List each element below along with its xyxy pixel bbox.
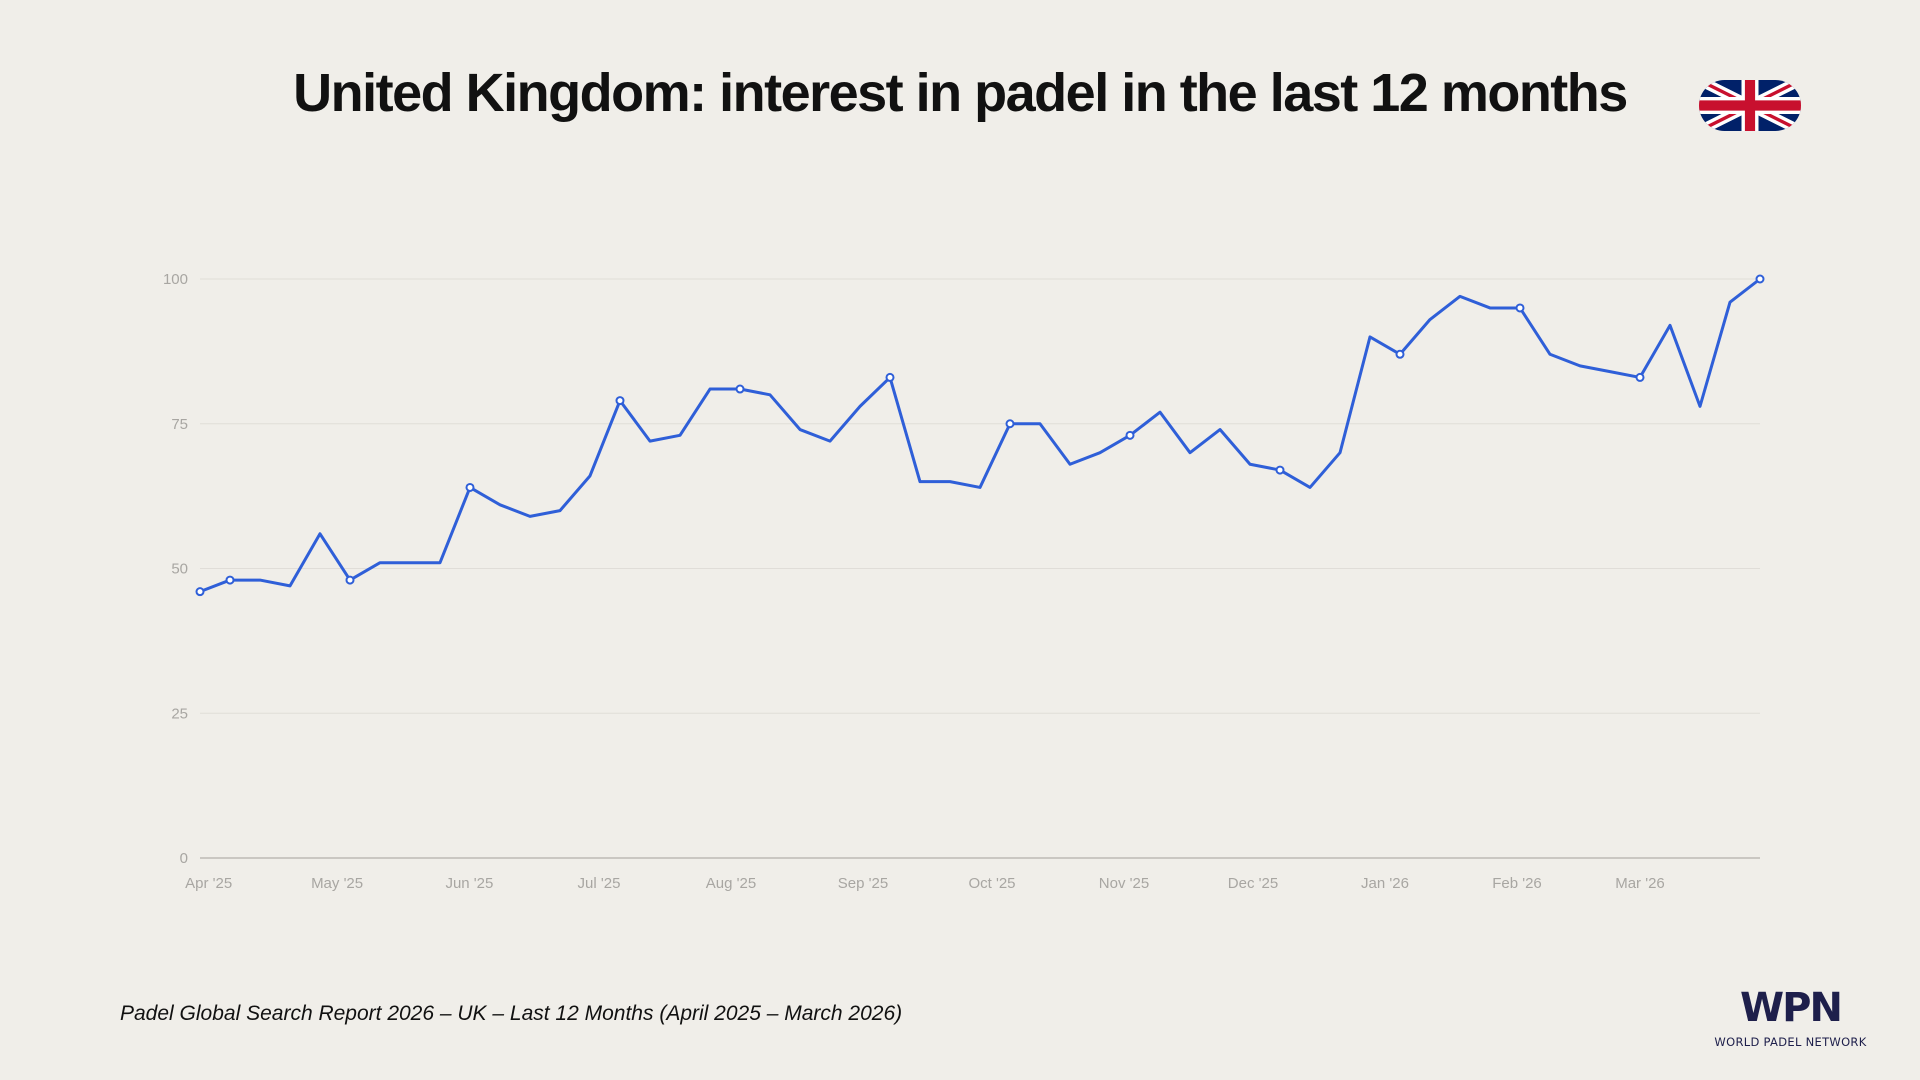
x-tick-label: Aug '25 bbox=[706, 875, 756, 892]
data-point bbox=[1635, 372, 1645, 382]
logo-text: WORLD PADEL NETWORK bbox=[1714, 1035, 1867, 1049]
wpn-logo: WPN WORLD PADEL NETWORK bbox=[1688, 986, 1893, 1050]
data-point bbox=[735, 384, 745, 394]
data-point bbox=[1125, 430, 1135, 440]
y-tick-label: 25 bbox=[171, 705, 188, 722]
data-point bbox=[1395, 349, 1405, 359]
page-title: United Kingdom: interest in padel in the… bbox=[293, 63, 1628, 123]
data-point bbox=[885, 372, 895, 382]
x-tick-label: Nov '25 bbox=[1099, 875, 1149, 892]
x-tick-label: Sep '25 bbox=[838, 875, 888, 892]
data-point bbox=[345, 575, 355, 585]
data-point bbox=[465, 482, 475, 492]
x-tick-label: Jul '25 bbox=[578, 875, 621, 892]
source-caption: Padel Global Search Report 2026 – UK – L… bbox=[120, 1002, 903, 1025]
x-tick-label: Jun '25 bbox=[445, 875, 493, 892]
data-point bbox=[225, 575, 235, 585]
series-line bbox=[199, 277, 1761, 594]
x-tick-label: Feb '26 bbox=[1492, 875, 1542, 892]
x-tick-label: Oct '25 bbox=[968, 875, 1015, 892]
data-point bbox=[1275, 465, 1285, 475]
data-point bbox=[195, 587, 205, 597]
x-tick-label: Apr '25 bbox=[185, 875, 232, 892]
y-tick-label: 0 bbox=[180, 850, 188, 867]
x-tick-label: Jan '26 bbox=[1361, 875, 1409, 892]
y-tick-label: 100 bbox=[163, 271, 188, 288]
x-tick-label: May '25 bbox=[311, 875, 363, 892]
data-point bbox=[1515, 303, 1525, 313]
y-tick-label: 50 bbox=[171, 561, 188, 578]
logo-mark: WPN bbox=[1740, 985, 1843, 1031]
x-tick-label: Mar '26 bbox=[1615, 875, 1665, 892]
x-tick-label: Dec '25 bbox=[1228, 875, 1278, 892]
y-tick-label: 75 bbox=[171, 416, 188, 433]
data-point bbox=[1755, 274, 1765, 284]
data-point bbox=[1005, 419, 1015, 429]
data-point bbox=[615, 396, 625, 406]
uk-flag-icon bbox=[1699, 80, 1801, 131]
